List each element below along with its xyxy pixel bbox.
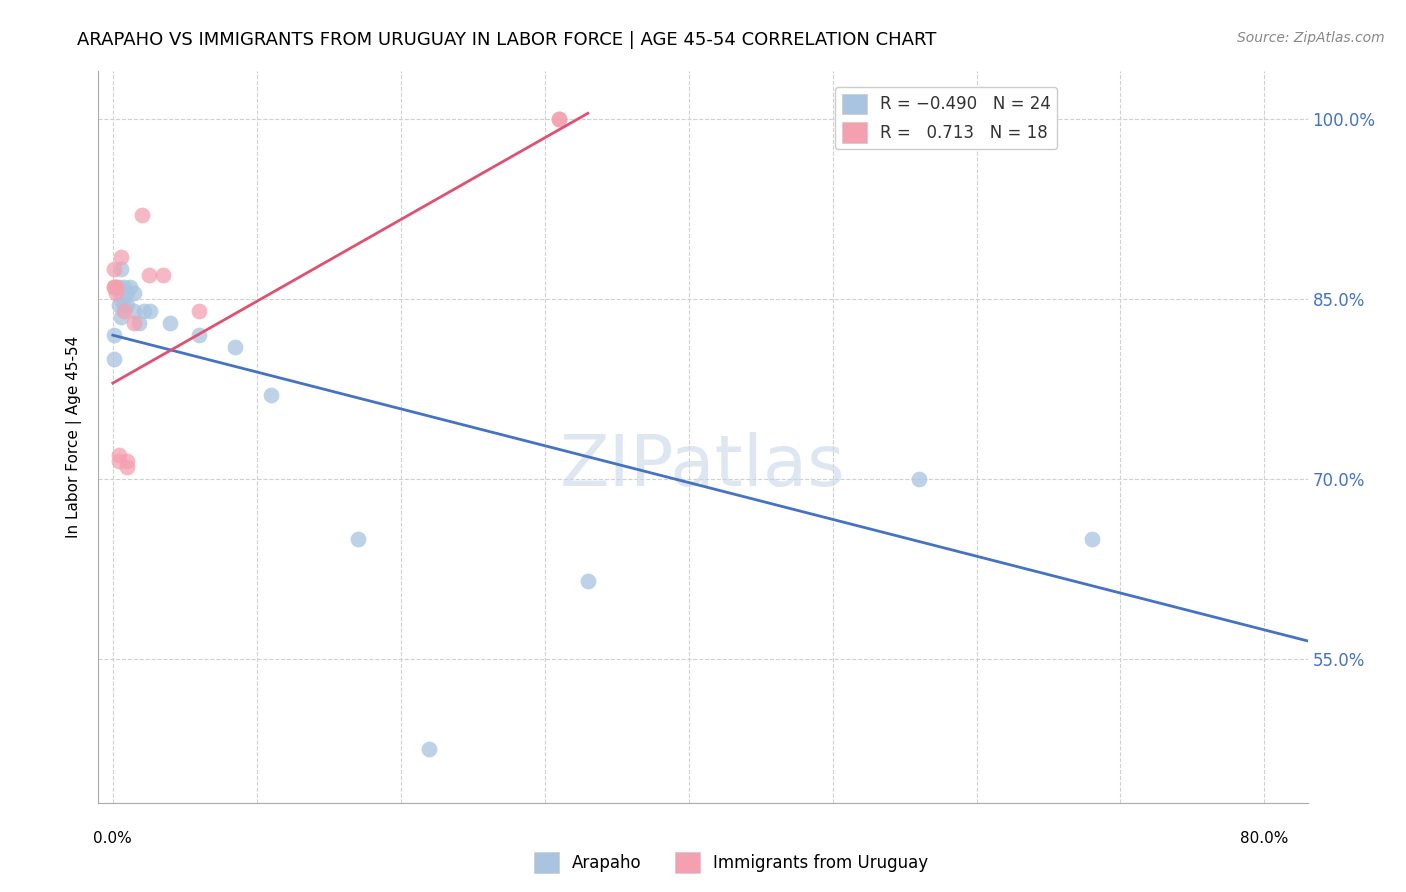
Point (548, 112, 571, 127)
Point (103, 280, 125, 294)
Point (112, 280, 135, 294)
Point (260, 388, 283, 402)
Point (131, 208, 153, 222)
Point (110, 292, 132, 306)
Legend: R = −0.490   N = 24, R =   0.713   N = 18: R = −0.490 N = 24, R = 0.713 N = 18 (835, 87, 1057, 149)
Point (188, 304, 211, 318)
Point (128, 316, 150, 330)
Point (124, 286, 146, 301)
Point (548, 112, 571, 127)
Point (1080, 532, 1102, 546)
Point (103, 262, 125, 277)
Point (103, 352, 125, 367)
Point (107, 298, 129, 312)
Point (120, 280, 142, 294)
Point (418, 742, 440, 756)
Point (110, 262, 132, 277)
Point (104, 286, 127, 301)
Y-axis label: In Labor Force | Age 45-54: In Labor Force | Age 45-54 (66, 336, 83, 538)
Point (152, 268, 174, 283)
Point (104, 280, 127, 294)
Point (124, 304, 146, 318)
Point (115, 460, 138, 475)
Point (159, 316, 181, 330)
Point (112, 298, 135, 312)
Point (115, 286, 138, 301)
Point (908, 472, 931, 486)
Point (576, 574, 599, 588)
Point (224, 340, 246, 354)
Point (103, 280, 125, 294)
Point (103, 328, 125, 343)
Point (188, 328, 211, 343)
Point (124, 316, 146, 330)
Point (107, 448, 129, 462)
Point (107, 454, 129, 468)
Point (139, 304, 162, 318)
Legend: Arapaho, Immigrants from Uruguay: Arapaho, Immigrants from Uruguay (527, 846, 935, 880)
Point (110, 310, 132, 325)
Text: 0.0%: 0.0% (93, 830, 132, 846)
Point (110, 250, 132, 264)
Text: ZIPatlas: ZIPatlas (560, 432, 846, 500)
Point (346, 532, 368, 546)
Point (107, 280, 129, 294)
Text: Source: ZipAtlas.com: Source: ZipAtlas.com (1237, 31, 1385, 45)
Point (112, 304, 135, 318)
Point (115, 454, 138, 468)
Text: 80.0%: 80.0% (1240, 830, 1288, 846)
Point (134, 304, 156, 318)
Point (115, 298, 138, 312)
Point (138, 268, 160, 283)
Text: ARAPAHO VS IMMIGRANTS FROM URUGUAY IN LABOR FORCE | AGE 45-54 CORRELATION CHART: ARAPAHO VS IMMIGRANTS FROM URUGUAY IN LA… (77, 31, 936, 49)
